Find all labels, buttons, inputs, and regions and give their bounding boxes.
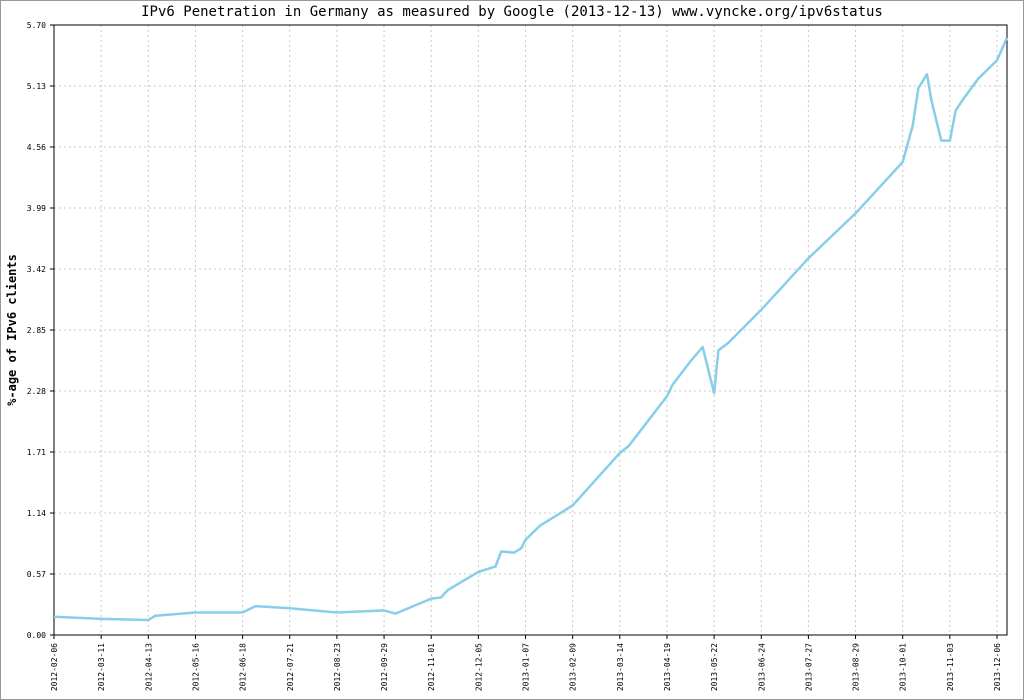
y-axis-label: %-age of IPv6 clients [5, 254, 19, 406]
x-tick-label: 2012-04-13 [144, 643, 153, 691]
y-tick-label: 2.28 [27, 387, 46, 396]
x-tick-label: 2012-05-16 [191, 643, 200, 691]
x-tick-label: 2012-07-21 [286, 643, 295, 691]
x-tick-label: 2013-08-29 [852, 643, 861, 691]
y-tick-label: 0.57 [27, 570, 46, 579]
x-tick-label: 2013-10-01 [899, 643, 908, 691]
x-tick-label: 2013-11-03 [946, 643, 955, 691]
x-tick-label: 2013-05-22 [710, 643, 719, 691]
x-tick-label: 2013-12-06 [993, 643, 1002, 691]
x-tick-label: 2012-12-05 [474, 643, 483, 691]
x-tick-label: 2012-03-11 [97, 643, 106, 691]
data-line [53, 37, 1009, 622]
x-tick-label: 2013-04-19 [663, 643, 672, 691]
y-tick-label: 1.71 [27, 448, 46, 457]
y-tick-label: 3.99 [27, 204, 46, 213]
x-tick-label: 2012-11-01 [427, 643, 436, 691]
chart-title: IPv6 Penetration in Germany as measured … [141, 4, 883, 20]
x-tick-label: 2013-06-24 [757, 643, 766, 691]
y-tick-label: 2.85 [27, 326, 46, 335]
x-tick-label: 2013-07-27 [804, 643, 813, 691]
x-tick-label: 2012-08-23 [333, 643, 342, 691]
plot-border [53, 24, 1008, 636]
x-tick-label: 2012-02-06 [50, 643, 59, 691]
y-tick-label: 4.56 [27, 143, 46, 152]
x-tick-label: 2013-03-14 [616, 643, 625, 691]
y-tick-label: 5.13 [27, 82, 46, 91]
y-tick-label: 0.00 [27, 631, 46, 640]
y-tick-label: 1.14 [27, 509, 46, 518]
x-tick-label: 2012-09-29 [380, 643, 389, 691]
y-tick-label: 5.70 [27, 21, 46, 30]
x-tick-label: 2013-02-09 [569, 643, 578, 691]
x-tick-label: 2012-06-18 [239, 643, 248, 691]
x-tick-label: 2013-01-07 [522, 643, 531, 691]
y-tick-label: 3.42 [27, 265, 46, 274]
